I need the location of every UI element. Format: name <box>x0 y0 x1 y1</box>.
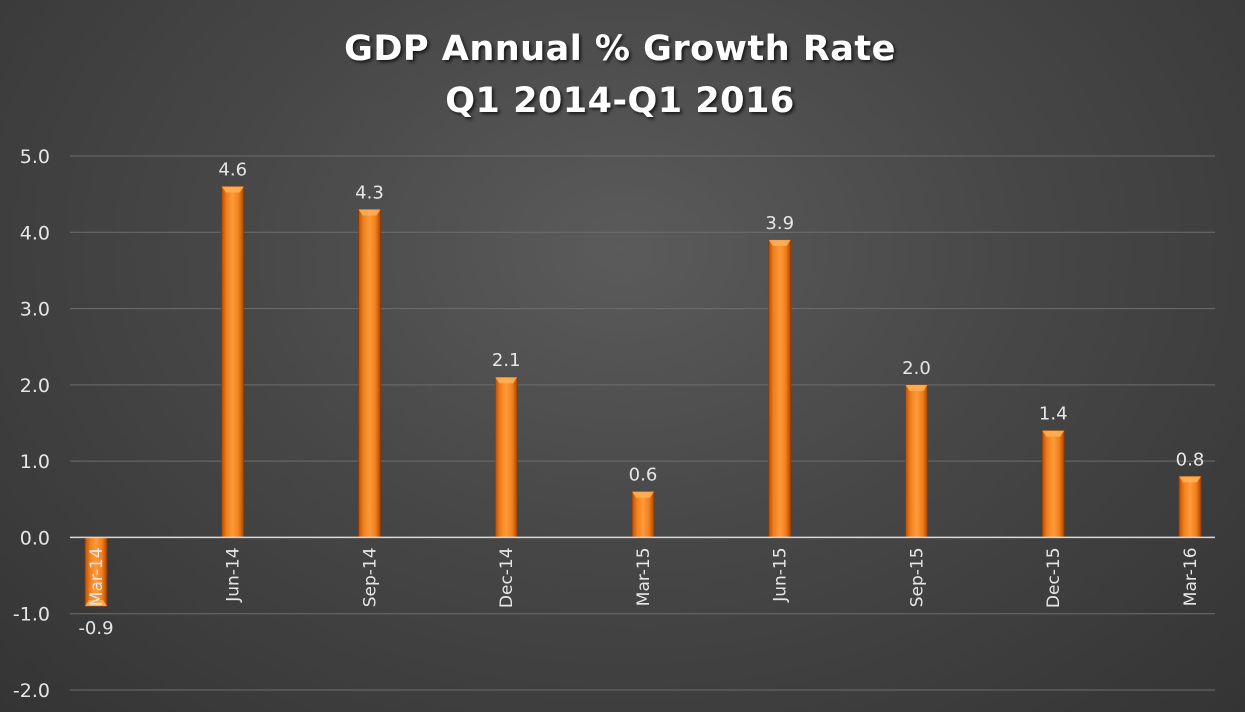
bar-sep-15 <box>905 384 928 538</box>
x-category-label: Sep-14 <box>361 547 381 607</box>
bar-bevel <box>358 209 381 216</box>
bar-body <box>631 491 655 538</box>
bar-jun-15 <box>768 239 792 538</box>
bar-sep-14 <box>358 208 381 538</box>
data-label: 4.3 <box>355 182 384 203</box>
bar-body <box>905 384 928 538</box>
bar-mar-16 <box>1178 475 1202 538</box>
bar-mar-15 <box>631 491 655 538</box>
y-tick-label: 5.0 <box>20 146 50 168</box>
bar-bevel <box>1042 430 1065 437</box>
gridlines <box>70 155 1215 691</box>
chart-title: GDP Annual % Growth Rate <box>344 29 896 69</box>
bar-jun-14 <box>221 186 245 538</box>
bar-bevel <box>85 600 107 607</box>
data-label: 4.6 <box>218 160 247 181</box>
x-axis-category-labels: Mar-14 Jun-14 Sep-14 Dec-14 Mar-15 Jun-15 Sep-… <box>87 547 1201 608</box>
bar-bevel <box>905 384 928 391</box>
bar-body <box>494 376 518 538</box>
x-category-label: Mar-15 <box>634 547 654 606</box>
data-label: 0.6 <box>629 465 658 486</box>
x-category-label: Dec-15 <box>1044 547 1064 608</box>
data-label: 0.8 <box>1176 449 1205 470</box>
y-tick-label: -2.0 <box>13 680 50 702</box>
chart-subtitle: Q1 2014-Q1 2016 <box>445 81 794 121</box>
y-tick-label: 2.0 <box>20 375 50 397</box>
data-label: 2.0 <box>902 358 931 379</box>
bar-bevel <box>495 377 518 384</box>
x-category-label: Mar-16 <box>1181 547 1201 606</box>
bar-body <box>768 239 792 538</box>
bar-bevel <box>221 186 244 193</box>
bars <box>84 186 1202 607</box>
bar-dec-15 <box>1041 430 1065 538</box>
y-tick-label: -1.0 <box>13 604 50 626</box>
bar-dec-14 <box>494 376 518 538</box>
x-category-label: Mar-14 <box>87 547 107 606</box>
x-category-label: Dec-14 <box>497 547 517 608</box>
y-tick-label: 0.0 <box>20 527 50 549</box>
y-tick-label: 4.0 <box>20 222 50 244</box>
bar-mar-14 <box>84 537 108 607</box>
y-tick-label: 3.0 <box>20 299 50 321</box>
bar-bevel <box>1179 476 1201 483</box>
bar-body <box>1041 430 1065 538</box>
data-label: 3.9 <box>765 213 794 234</box>
x-category-label: Sep-15 <box>908 547 928 607</box>
bar-body <box>358 208 381 538</box>
data-label: 1.4 <box>1039 404 1068 425</box>
x-category-label: Jun-15 <box>771 547 791 602</box>
data-labels: -0.9 4.6 4.3 2.1 0.6 3.9 2.0 1.4 0.8 <box>78 160 1204 640</box>
bar-bevel <box>632 491 654 498</box>
bar-body <box>1178 475 1202 538</box>
bar-body <box>221 186 245 538</box>
x-category-label: Jun-14 <box>224 547 244 602</box>
y-tick-label: 1.0 <box>20 451 50 473</box>
data-label: -0.9 <box>78 618 113 639</box>
data-label: 2.1 <box>492 350 521 371</box>
y-axis-tick-labels: -2.0 -1.0 0.0 1.0 2.0 3.0 4.0 5.0 <box>13 146 50 702</box>
bar-bevel <box>768 239 791 246</box>
